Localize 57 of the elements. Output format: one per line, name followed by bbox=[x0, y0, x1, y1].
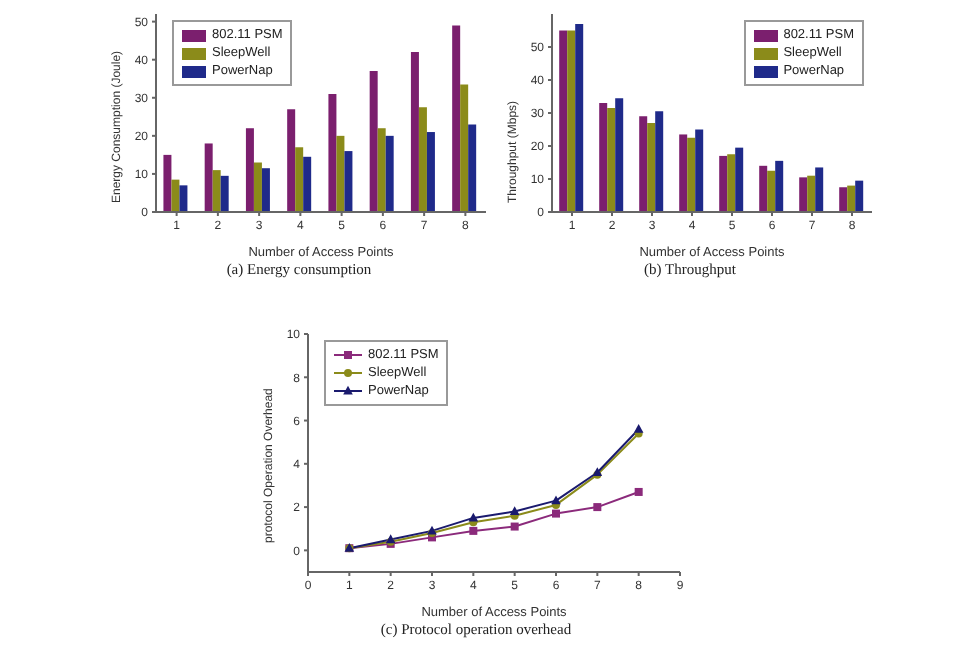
bar bbox=[679, 134, 688, 212]
bar bbox=[212, 170, 221, 212]
bar bbox=[615, 98, 624, 212]
bar bbox=[727, 154, 736, 212]
bar bbox=[179, 185, 188, 212]
point bbox=[634, 487, 643, 496]
bar bbox=[775, 160, 784, 212]
bar bbox=[559, 30, 568, 212]
bar bbox=[253, 162, 262, 212]
point bbox=[552, 509, 560, 518]
bar bbox=[328, 93, 337, 212]
bar bbox=[687, 137, 696, 212]
bar bbox=[377, 128, 386, 212]
bar bbox=[575, 23, 584, 212]
bar bbox=[426, 132, 435, 212]
bar bbox=[163, 154, 172, 212]
bar bbox=[460, 84, 469, 212]
bar bbox=[735, 147, 744, 212]
bar bbox=[855, 180, 864, 212]
bar bbox=[599, 103, 608, 212]
bar bbox=[410, 52, 419, 212]
bar bbox=[171, 179, 180, 212]
bar bbox=[261, 168, 270, 212]
point bbox=[510, 522, 519, 531]
bar bbox=[418, 107, 427, 212]
bar bbox=[369, 71, 378, 212]
point bbox=[551, 495, 561, 505]
point bbox=[469, 526, 478, 535]
bar bbox=[220, 175, 229, 212]
point bbox=[468, 512, 479, 522]
point bbox=[633, 424, 644, 433]
bar bbox=[759, 165, 768, 212]
bar bbox=[695, 129, 704, 212]
bar bbox=[567, 30, 576, 212]
bar bbox=[607, 108, 616, 212]
bar bbox=[839, 187, 848, 212]
bar bbox=[815, 167, 824, 212]
bar bbox=[452, 25, 461, 212]
bar bbox=[344, 151, 353, 212]
bar bbox=[287, 109, 296, 212]
bar bbox=[468, 124, 477, 212]
bar bbox=[245, 128, 254, 212]
bar bbox=[647, 122, 656, 212]
point bbox=[593, 503, 602, 512]
bar bbox=[295, 147, 304, 212]
bar bbox=[303, 156, 312, 212]
bar bbox=[719, 155, 728, 212]
bar bbox=[336, 135, 345, 212]
point bbox=[509, 506, 520, 516]
bar bbox=[385, 135, 394, 212]
bar bbox=[655, 111, 664, 212]
bar bbox=[807, 175, 816, 212]
bar bbox=[639, 116, 648, 212]
bar bbox=[767, 170, 776, 212]
bar bbox=[204, 143, 213, 212]
bar bbox=[799, 177, 808, 212]
bar bbox=[847, 185, 856, 212]
